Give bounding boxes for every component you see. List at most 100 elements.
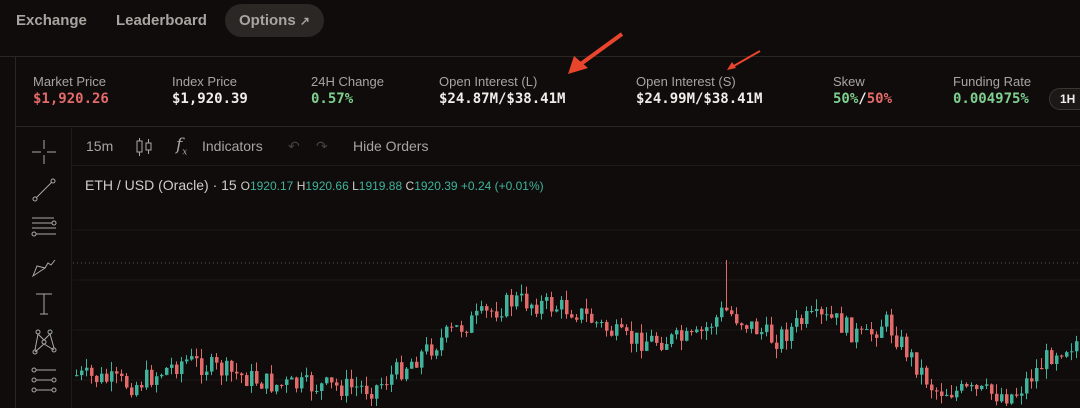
candle-body (315, 391, 319, 393)
candle-body (290, 377, 294, 380)
candle-body (1040, 367, 1044, 370)
stat-skew: Skew 50%/50% (833, 74, 892, 107)
candle-body (375, 385, 379, 399)
fib-icon[interactable] (30, 214, 58, 242)
candle-body (430, 344, 434, 356)
text-icon[interactable] (30, 290, 58, 318)
stat-label: Open Interest (L) (439, 74, 538, 89)
candle-body (645, 341, 649, 351)
candle-body (535, 304, 539, 314)
redo-icon[interactable]: ↷ (316, 138, 328, 154)
stat-value: $1,920.26 (33, 91, 109, 107)
candle-body (360, 385, 364, 387)
stat-open-interest-short: Open Interest (S) $24.99M/$38.41M (636, 74, 762, 107)
candle-body (935, 390, 939, 392)
candle-body (990, 384, 994, 394)
candle-body (870, 329, 874, 335)
candle-body (415, 361, 419, 368)
candle-body (1045, 350, 1049, 370)
candle-body (400, 362, 404, 380)
c-value: 1920.39 (414, 179, 458, 193)
candle-body (1020, 393, 1024, 396)
candle-body (125, 375, 129, 388)
prediction-icon[interactable] (30, 366, 58, 394)
candle-body (925, 367, 929, 385)
candle-body (680, 330, 684, 341)
candle-body (510, 294, 514, 307)
candle-body (905, 336, 909, 358)
c-label: C (405, 179, 415, 193)
nav-options[interactable]: Options ↗ (225, 4, 324, 37)
candle-body (240, 373, 244, 376)
candle-body (515, 295, 519, 307)
candle-body (250, 371, 254, 386)
candle-body (790, 326, 794, 341)
candle-body (955, 390, 959, 398)
candle-body (745, 325, 749, 329)
candle-body (570, 314, 574, 318)
candle-body (155, 376, 159, 385)
candle-body (890, 314, 894, 336)
candle-body (175, 364, 179, 375)
candle-body (310, 375, 314, 392)
candle-body (855, 328, 859, 343)
candle-body (670, 334, 674, 344)
candle-body (810, 310, 814, 312)
candle-body (90, 367, 94, 376)
crosshair-icon[interactable] (30, 138, 58, 166)
candle-body (820, 309, 824, 315)
candle-body (390, 374, 394, 385)
candle-body (705, 327, 709, 332)
candle-body (605, 321, 609, 331)
candle-body (740, 323, 744, 326)
candle-style-icon[interactable] (135, 137, 153, 157)
brush-icon[interactable] (30, 252, 58, 280)
candle-body (1010, 394, 1014, 404)
candle-body (915, 352, 919, 375)
candle-body (110, 371, 114, 382)
candle-body (295, 377, 299, 389)
hide-orders-button[interactable]: Hide Orders (353, 138, 429, 154)
undo-icon[interactable]: ↶ (288, 138, 300, 154)
indicators-button[interactable]: Indicators (202, 138, 263, 154)
interval-button[interactable]: 15m (86, 138, 114, 154)
chart-toolbar: 15m fx Indicators ↶ ↷ Hide Orders (72, 128, 1080, 166)
candle-body (830, 314, 834, 318)
candle-body (725, 307, 729, 311)
candlestick-chart[interactable] (73, 200, 1080, 408)
candle-body (190, 356, 194, 360)
funding-period-select[interactable]: 1H (1049, 88, 1080, 110)
candle-body (760, 332, 764, 335)
candle-body (720, 307, 724, 318)
candle-body (545, 297, 549, 301)
candle-body (365, 385, 369, 395)
candle-body (120, 373, 124, 376)
pattern-icon[interactable] (30, 328, 58, 356)
candle-body (575, 317, 579, 320)
candle-body (480, 306, 484, 311)
candle-body (245, 375, 249, 386)
trend-line-icon[interactable] (30, 176, 58, 204)
candle-body (775, 342, 779, 349)
candle-body (305, 375, 309, 378)
candle-body (1075, 341, 1079, 352)
candle-body (695, 329, 699, 333)
candle-body (85, 367, 89, 371)
indicators-icon[interactable]: fx (176, 135, 188, 158)
candle-body (865, 329, 869, 331)
candle-body (340, 385, 344, 396)
candle-body (330, 377, 334, 383)
candle-body (555, 309, 559, 312)
top-nav: Exchange Leaderboard Options ↗ (0, 0, 1080, 57)
candle-body (355, 386, 359, 388)
candle-body (440, 337, 444, 351)
candle-body (210, 357, 214, 372)
nav-options-label: Options (239, 12, 296, 29)
nav-exchange[interactable]: Exchange (16, 12, 87, 29)
candle-body (590, 313, 594, 323)
candle-body (420, 351, 424, 368)
candle-body (490, 310, 494, 312)
candle-body (685, 330, 689, 341)
skew-sep: / (858, 91, 867, 107)
nav-leaderboard[interactable]: Leaderboard (116, 12, 207, 29)
